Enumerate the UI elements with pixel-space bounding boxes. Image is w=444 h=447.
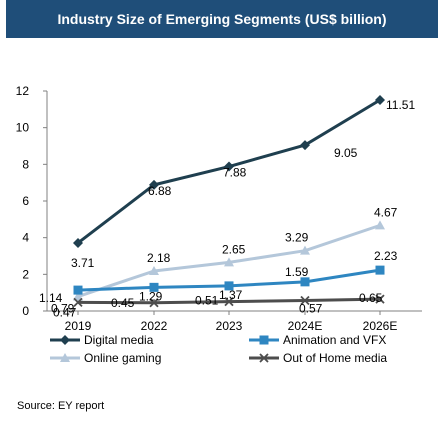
data-label: 3.29 xyxy=(285,231,309,245)
y-tick-label: 12 xyxy=(16,84,30,98)
legend-label: Out of Home media xyxy=(283,351,387,365)
data-point-marker xyxy=(375,294,385,304)
data-point-marker xyxy=(300,295,310,306)
legend-marker xyxy=(60,335,70,345)
data-point-marker xyxy=(73,237,83,248)
data-label: 2.18 xyxy=(147,251,171,265)
legend-label: Digital media xyxy=(84,333,154,347)
data-point-marker xyxy=(149,282,159,292)
y-tick-label: 6 xyxy=(22,194,29,208)
data-point-marker xyxy=(224,257,234,267)
data-label: 1.14 xyxy=(39,291,63,305)
data-label: 1.29 xyxy=(139,289,163,303)
data-label: 1.37 xyxy=(219,288,243,302)
data-label: 2.65 xyxy=(222,242,246,256)
y-tick-label: 10 xyxy=(16,121,30,135)
data-label: 6.88 xyxy=(148,184,172,198)
data-label: 0.65 xyxy=(359,291,383,305)
data-label: 0.51 xyxy=(195,294,219,308)
y-tick-label: 8 xyxy=(22,157,29,171)
data-point-marker xyxy=(224,281,234,291)
data-label: 7.88 xyxy=(223,166,247,180)
data-label: 3.71 xyxy=(71,256,95,270)
data-point-marker xyxy=(149,266,159,276)
y-tick-label: 2 xyxy=(22,267,29,281)
data-point-marker xyxy=(224,297,234,307)
legend-label: Online gaming xyxy=(84,351,161,365)
data-label: 0.57 xyxy=(299,302,323,316)
data-point-marker xyxy=(149,179,159,190)
data-label: 4.67 xyxy=(374,205,398,219)
data-point-marker xyxy=(73,291,83,301)
x-tick-label: 2026E xyxy=(363,319,398,333)
y-tick-label: 0 xyxy=(22,304,29,318)
data-point-marker xyxy=(224,161,234,172)
legend-marker xyxy=(60,353,70,362)
source-note: Source: EY report xyxy=(17,400,105,412)
legend-label: Animation and VFX xyxy=(283,333,386,347)
data-label: 9.05 xyxy=(334,146,358,160)
legend-marker xyxy=(259,335,269,345)
data-point-marker xyxy=(73,297,83,308)
x-tick-label: 2023 xyxy=(216,319,243,333)
data-point-marker xyxy=(375,220,385,230)
y-tick-label: 4 xyxy=(22,231,29,245)
x-tick-label: 2022 xyxy=(141,319,168,333)
data-label: 11.51 xyxy=(386,98,415,112)
data-point-marker xyxy=(375,265,385,275)
legend-marker xyxy=(259,353,269,363)
data-label: 1.59 xyxy=(285,265,309,279)
data-point-marker xyxy=(300,140,310,151)
data-point-marker xyxy=(300,245,310,255)
data-label: 2.23 xyxy=(374,249,398,263)
data-label: 0.45 xyxy=(111,296,135,310)
data-label: 0.47 xyxy=(53,305,77,319)
chart-title: Industry Size of Emerging Segments (US$ … xyxy=(6,0,438,38)
data-point-marker xyxy=(149,298,159,308)
x-tick-label: 2019 xyxy=(65,319,92,333)
x-tick-label: 2024E xyxy=(288,319,323,333)
data-point-marker xyxy=(300,277,310,287)
data-label: 0.79 xyxy=(51,302,75,316)
data-point-marker xyxy=(73,285,83,295)
data-point-marker xyxy=(375,94,385,105)
